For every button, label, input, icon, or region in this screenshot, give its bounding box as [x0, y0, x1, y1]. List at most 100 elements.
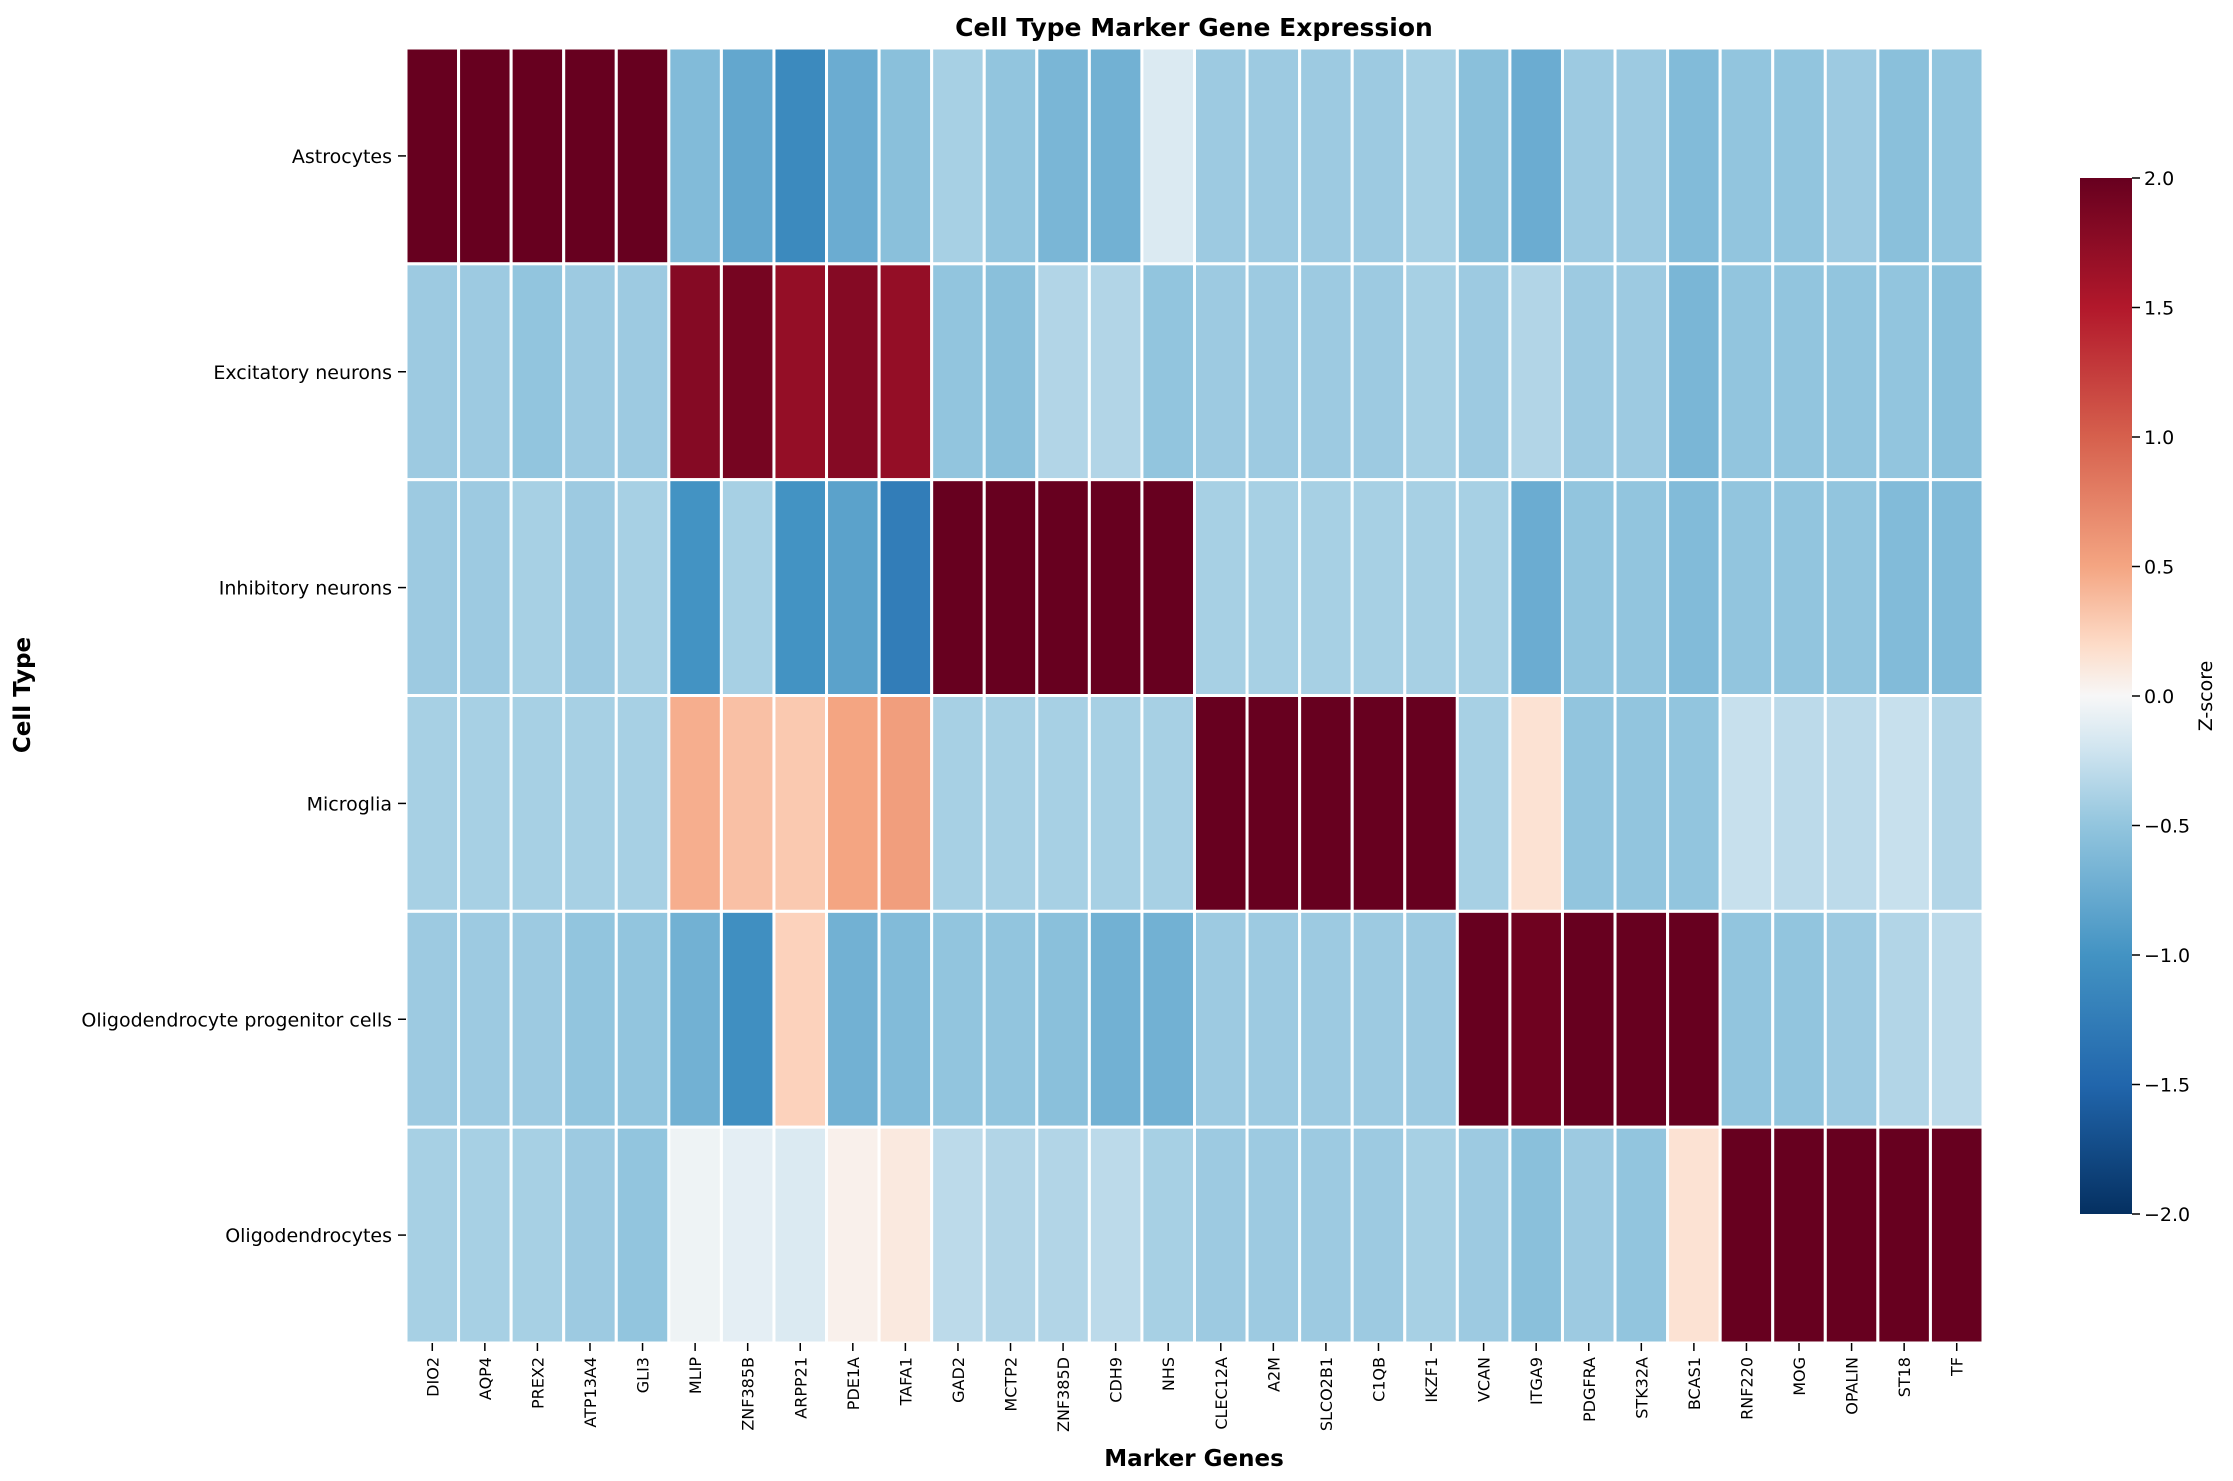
heatmap-cell: [719, 694, 776, 913]
heatmap-cell: [1508, 694, 1564, 913]
heatmap-cell: [930, 1125, 986, 1345]
colorbar-tick-label: 1.0: [2144, 427, 2174, 449]
heatmap-cell: [930, 478, 986, 697]
x-tick-label: ST18: [1895, 1357, 1914, 1397]
heatmap-cell: [509, 478, 566, 697]
heatmap-cell: [825, 694, 881, 913]
heatmap-cell: [1350, 46, 1407, 266]
heatmap-cell: [667, 46, 723, 266]
colorbar-gradient: [2080, 178, 2132, 1214]
heatmap-cell: [1087, 46, 1144, 266]
x-tick-label: GAD2: [949, 1357, 968, 1403]
heatmap-cell: [1823, 46, 1880, 266]
heatmap-cell: [1928, 478, 1985, 697]
heatmap-cell: [1666, 909, 1722, 1129]
heatmap-cell: [457, 909, 513, 1129]
heatmap-cell: [1087, 478, 1144, 697]
heatmap-cell: [1087, 1125, 1144, 1345]
heatmap-cell: [1928, 909, 1985, 1129]
heatmap-cell: [1928, 1125, 1985, 1345]
heatmap-cell: [1771, 1125, 1827, 1345]
heatmap-cell: [457, 46, 513, 266]
x-tick-label: IKZF1: [1422, 1357, 1441, 1403]
heatmap-cell: [772, 694, 829, 913]
heatmap-cell: [1140, 1125, 1197, 1345]
heatmap-cell: [1140, 478, 1197, 697]
heatmap-cell: [562, 909, 618, 1129]
heatmap-cell: [614, 478, 671, 697]
heatmap-cell: [1508, 478, 1564, 697]
heatmap-cell: [509, 909, 566, 1129]
x-tick-label: ZNF385B: [739, 1357, 758, 1431]
heatmap-cell: [930, 262, 986, 482]
heatmap-cell: [982, 478, 1039, 697]
heatmap-cell: [1245, 478, 1302, 697]
heatmap-cell: [1245, 694, 1302, 913]
heatmap-cell: [877, 909, 934, 1129]
heatmap-cell: [1613, 478, 1670, 697]
heatmap-cell: [1035, 1125, 1091, 1345]
heatmap-cell: [719, 909, 776, 1129]
colorbar-tick-label: −0.5: [2144, 816, 2190, 838]
heatmap-cell: [1350, 694, 1407, 913]
heatmap-cell: [1613, 694, 1670, 913]
heatmap-cell: [1403, 909, 1459, 1129]
heatmap-cell: [825, 1125, 881, 1345]
x-tick-label: C1QB: [1369, 1357, 1388, 1402]
x-tick-label: PDE1A: [844, 1357, 863, 1410]
heatmap-cell: [930, 694, 986, 913]
heatmap-cell: [1403, 1125, 1459, 1345]
heatmap-cell: [1928, 262, 1985, 482]
heatmap-cell: [1140, 46, 1197, 266]
heatmap-cell: [1350, 1125, 1407, 1345]
heatmap-cell: [719, 1125, 776, 1345]
heatmap-cell: [1298, 478, 1354, 697]
heatmap-cells: [404, 46, 1985, 1345]
colorbar-label: Z-score: [2195, 661, 2217, 732]
heatmap-cell: [719, 46, 776, 266]
x-tick-label: AQP4: [476, 1357, 495, 1400]
x-tick-label: ITGA9: [1527, 1357, 1546, 1405]
heatmap-cell: [1560, 46, 1617, 266]
heatmap-cell: [1350, 478, 1407, 697]
heatmap-cell: [1771, 478, 1827, 697]
x-tick-label: ZNF385D: [1054, 1357, 1073, 1432]
x-tick-label: STK32A: [1632, 1357, 1651, 1419]
heatmap-cell: [1455, 46, 1512, 266]
heatmap-cell: [1298, 694, 1354, 913]
heatmap-cell: [457, 478, 513, 697]
heatmap-cell: [457, 694, 513, 913]
heatmap-cell: [1298, 262, 1354, 482]
heatmap-cell: [614, 262, 671, 482]
heatmap-cell: [404, 694, 461, 913]
heatmap-cell: [1823, 478, 1880, 697]
heatmap-cell: [1666, 694, 1722, 913]
heatmap-cell: [1087, 909, 1144, 1129]
heatmap-cell: [1193, 1125, 1249, 1345]
heatmap-cell: [667, 262, 723, 482]
heatmap-cell: [1140, 262, 1197, 482]
heatmap-cell: [562, 262, 618, 482]
x-tick-label: ARPP21: [791, 1357, 810, 1419]
heatmap-cell: [1298, 1125, 1354, 1345]
y-tick-label: Oligodendrocyte progenitor cells: [81, 1009, 392, 1031]
heatmap-cell: [1771, 694, 1827, 913]
heatmap-cell: [614, 46, 671, 266]
heatmap-cell: [825, 46, 881, 266]
heatmap-cell: [1193, 262, 1249, 482]
heatmap-cell: [982, 1125, 1039, 1345]
heatmap-cell: [825, 478, 881, 697]
heatmap-cell: [1035, 46, 1091, 266]
heatmap-cell: [1087, 262, 1144, 482]
x-tick-label: TAFA1: [896, 1357, 915, 1406]
x-tick-label: OPALIN: [1843, 1357, 1862, 1415]
x-tick-label: CDH9: [1107, 1357, 1126, 1403]
y-tick-label: Inhibitory neurons: [219, 578, 392, 600]
heatmap-cell: [1193, 909, 1249, 1129]
heatmap-cell: [772, 909, 829, 1129]
x-tick-label: BCAS1: [1685, 1357, 1704, 1410]
heatmap-cell: [1193, 694, 1249, 913]
heatmap-cell: [1613, 46, 1670, 266]
y-tick-label: Microglia: [307, 793, 392, 815]
